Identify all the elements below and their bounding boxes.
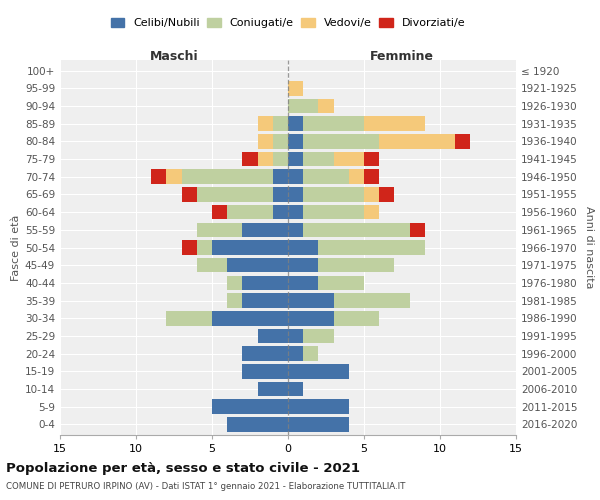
- Bar: [334, 294, 410, 308]
- Bar: [151, 170, 166, 184]
- Text: COMUNE DI PETRURO IRPINO (AV) - Dati ISTAT 1° gennaio 2021 - Elaborazione TUTTIT: COMUNE DI PETRURO IRPINO (AV) - Dati IST…: [6, 482, 406, 491]
- Bar: [273, 134, 288, 148]
- Bar: [303, 134, 379, 148]
- Bar: [182, 170, 273, 184]
- Bar: [242, 346, 288, 361]
- Bar: [288, 311, 334, 326]
- Bar: [288, 382, 303, 396]
- Bar: [197, 222, 242, 237]
- Bar: [364, 116, 425, 131]
- Bar: [410, 222, 425, 237]
- Y-axis label: Fasce di età: Fasce di età: [11, 214, 21, 280]
- Bar: [303, 187, 364, 202]
- Bar: [182, 240, 197, 255]
- Bar: [257, 116, 273, 131]
- Bar: [273, 116, 288, 131]
- Bar: [455, 134, 470, 148]
- Bar: [273, 187, 288, 202]
- Legend: Celibi/Nubili, Coniugati/e, Vedovi/e, Divorziati/e: Celibi/Nubili, Coniugati/e, Vedovi/e, Di…: [106, 13, 470, 32]
- Y-axis label: Anni di nascita: Anni di nascita: [584, 206, 594, 289]
- Text: Maschi: Maschi: [149, 50, 199, 62]
- Bar: [166, 311, 212, 326]
- Bar: [288, 364, 349, 378]
- Bar: [303, 116, 364, 131]
- Bar: [303, 205, 364, 220]
- Bar: [288, 170, 303, 184]
- Bar: [197, 258, 227, 272]
- Bar: [364, 152, 379, 166]
- Bar: [212, 240, 288, 255]
- Bar: [303, 170, 349, 184]
- Bar: [227, 294, 242, 308]
- Bar: [273, 170, 288, 184]
- Bar: [334, 152, 364, 166]
- Bar: [212, 205, 227, 220]
- Bar: [257, 382, 288, 396]
- Bar: [303, 346, 319, 361]
- Bar: [379, 187, 394, 202]
- Bar: [288, 98, 319, 113]
- Bar: [288, 258, 319, 272]
- Bar: [257, 152, 273, 166]
- Bar: [242, 276, 288, 290]
- Bar: [227, 417, 288, 432]
- Bar: [288, 294, 334, 308]
- Bar: [288, 222, 303, 237]
- Bar: [288, 417, 349, 432]
- Bar: [273, 205, 288, 220]
- Text: Femmine: Femmine: [370, 50, 434, 62]
- Bar: [242, 222, 288, 237]
- Bar: [288, 240, 319, 255]
- Bar: [242, 152, 257, 166]
- Bar: [227, 258, 288, 272]
- Bar: [288, 152, 303, 166]
- Bar: [364, 187, 379, 202]
- Bar: [364, 205, 379, 220]
- Bar: [319, 258, 394, 272]
- Bar: [303, 152, 334, 166]
- Bar: [182, 187, 197, 202]
- Bar: [303, 328, 334, 343]
- Bar: [242, 294, 288, 308]
- Bar: [379, 134, 455, 148]
- Bar: [227, 205, 273, 220]
- Bar: [197, 240, 212, 255]
- Bar: [288, 328, 303, 343]
- Bar: [288, 346, 303, 361]
- Bar: [288, 134, 303, 148]
- Bar: [288, 205, 303, 220]
- Bar: [319, 276, 364, 290]
- Bar: [288, 187, 303, 202]
- Bar: [303, 222, 410, 237]
- Bar: [319, 98, 334, 113]
- Bar: [166, 170, 182, 184]
- Bar: [288, 400, 349, 414]
- Bar: [197, 187, 273, 202]
- Bar: [212, 400, 288, 414]
- Bar: [288, 276, 319, 290]
- Bar: [319, 240, 425, 255]
- Bar: [242, 364, 288, 378]
- Bar: [212, 311, 288, 326]
- Bar: [288, 116, 303, 131]
- Bar: [349, 170, 364, 184]
- Bar: [257, 134, 273, 148]
- Bar: [364, 170, 379, 184]
- Bar: [273, 152, 288, 166]
- Bar: [288, 81, 303, 96]
- Text: Popolazione per età, sesso e stato civile - 2021: Popolazione per età, sesso e stato civil…: [6, 462, 360, 475]
- Bar: [334, 311, 379, 326]
- Bar: [227, 276, 242, 290]
- Bar: [257, 328, 288, 343]
